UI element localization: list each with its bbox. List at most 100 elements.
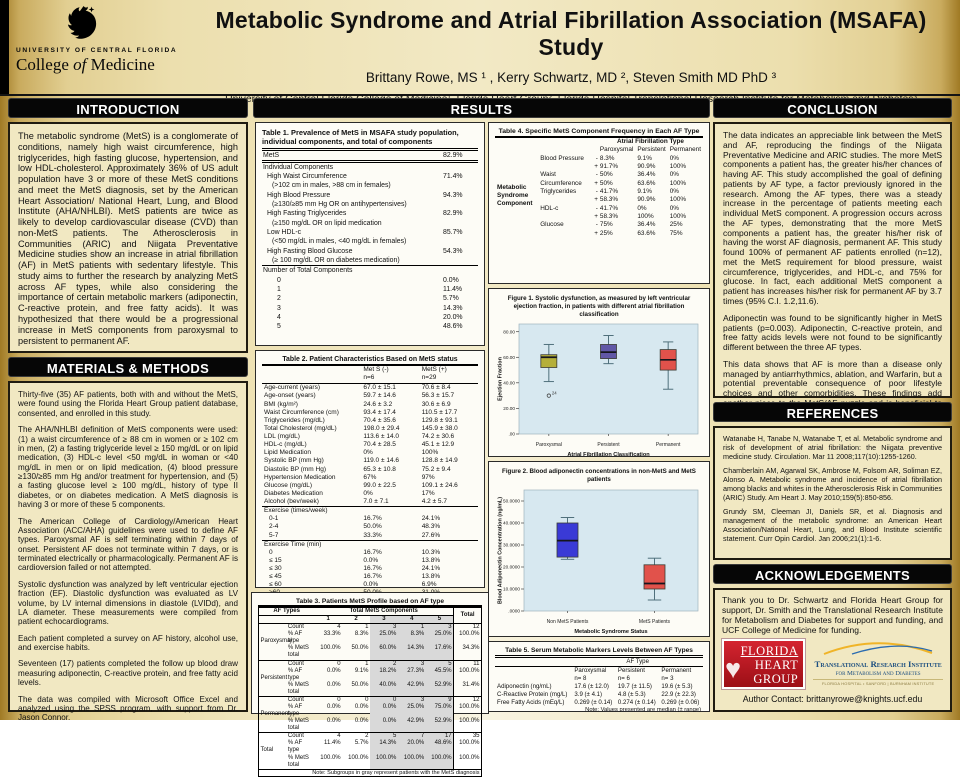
cell-value: 63.6%: [635, 230, 667, 238]
cell-value: 100%: [668, 163, 703, 171]
plus-sign: +: [590, 213, 598, 221]
row-label: Systolic BP (mm Hg): [262, 457, 361, 465]
svg-text:10.0000: 10.0000: [503, 586, 520, 591]
table4-title: Table 4. Specific MetS Component Frequen…: [495, 128, 703, 138]
table1-row: 3 14.3%: [262, 304, 478, 313]
cell-value: 2: [370, 660, 398, 668]
component-name: Triglycerides: [538, 188, 590, 205]
row-label: 0: [262, 549, 361, 557]
af-type-spanner: Atrial Fibrillation Type: [598, 138, 703, 146]
row-value: 82.9%: [443, 209, 477, 218]
cell-value: 1: [342, 624, 370, 632]
td: [495, 675, 572, 683]
column-header: Permanent: [668, 146, 703, 154]
cell-value: 0.0%: [314, 682, 342, 697]
row-label: High Fasting Triglycerides: [263, 209, 346, 218]
cell-value: 31.4%: [454, 682, 482, 697]
figure1-panel: Figure 1. Systolic dysfunction, as measu…: [488, 288, 710, 457]
svg-text:.00: .00: [508, 432, 515, 437]
component-name: HDL-c: [538, 205, 590, 222]
cell-value: 0.0%: [361, 557, 419, 565]
table1-row: (≥150 mg/dL OR on lipid medication: [262, 219, 478, 228]
cell-value: 19.6 (± 5.3): [659, 683, 703, 691]
table5-row: C-Reactive Protein (mg/L)3.9 (± 4.1)4.8 …: [495, 691, 703, 699]
cell-value: 13.8%: [420, 573, 478, 581]
column-header: Paroxysmal: [598, 146, 635, 154]
cell-value: 3: [398, 696, 426, 704]
college-word: College: [16, 55, 69, 74]
column-header: Paroxysmal: [572, 666, 616, 674]
cell-value: 100.0%: [454, 668, 482, 682]
total-header: Total: [454, 608, 482, 624]
title-block: Metabolic Syndrome and Atrial Fibrillati…: [190, 7, 952, 105]
row-label: % MetS total: [286, 682, 314, 697]
row-label: 2-4: [262, 523, 361, 531]
cell-value: 4.2 ± 5.7: [420, 498, 478, 507]
table4-spanner-row: Atrial Fibrillation Type: [495, 138, 703, 146]
row-label: 3: [263, 304, 281, 313]
row-label: (>102 cm in males, >88 cm in females): [263, 181, 391, 190]
row-label: Free Fatty Acids (mEq/L): [495, 699, 572, 707]
row-label: Low HDL-c: [263, 228, 301, 237]
cell-value: 75%: [598, 221, 635, 229]
cell-value: 63.6%: [635, 180, 667, 188]
references-panel: Watanabe H, Tanabe N, Watanabe T, et al.…: [713, 426, 952, 560]
table1-row: (≥130/≥85 mm Hg OR on antihypertensives): [262, 200, 478, 209]
cell-value: 109.1 ± 24.6: [420, 482, 478, 490]
af-type-name: Total: [259, 733, 287, 769]
row-label: Diabetes Medication: [262, 490, 361, 498]
minus-sign: -: [590, 171, 598, 179]
minus-sign: -: [590, 221, 598, 229]
component-name: Waist Circumference: [538, 171, 590, 188]
cell-value: 75%: [668, 230, 703, 238]
row-value: [443, 181, 477, 190]
cell-value: 36.4%: [635, 221, 667, 229]
paragraph: The AHA/NHLBI definition of MetS compone…: [18, 425, 238, 509]
cell-value: 74.2 ± 30.6: [420, 433, 478, 441]
row-value: 71.4%: [443, 172, 477, 181]
column-header: Persistent: [616, 666, 660, 674]
tri-line3: FLORIDA HOSPITAL • SANFORD | BURNHAM INS…: [813, 679, 943, 686]
cell-value: 113.6 ± 14.0: [361, 433, 419, 441]
cell-value: 0: [314, 696, 342, 704]
cell-value: 0%: [361, 449, 419, 457]
cell-value: 45.5%: [426, 668, 454, 682]
row-label: High Fasting Blood Glucose: [263, 247, 352, 256]
minus-sign: -: [590, 188, 598, 196]
cell-value: 0.0%: [370, 718, 398, 733]
row-value: 14.3%: [443, 304, 477, 313]
cell-value: 18.2%: [370, 668, 398, 682]
paragraph: The data was compiled with Microsoft Off…: [18, 695, 238, 723]
cell-value: 100.0%: [454, 755, 482, 770]
svg-text:50.0000: 50.0000: [503, 498, 520, 503]
heading-label: RESULTS: [451, 102, 513, 117]
table1-row: Individual Components: [262, 163, 478, 172]
section-heading-introduction: INTRODUCTION: [8, 98, 248, 118]
cell-value: 50.0%: [342, 645, 370, 660]
cell-value: 70.6 ± 8.4: [420, 384, 478, 393]
row-label: Count: [286, 733, 314, 741]
row-value: 0.0%: [443, 276, 477, 285]
row-label: BMI (kg/m²): [262, 401, 361, 409]
medicine-word: Medicine: [91, 55, 155, 74]
section-label: Exercise Time (min): [262, 540, 478, 549]
cell-value: 100%: [668, 180, 703, 188]
table5-spanner-row: AF Type: [495, 658, 703, 666]
heart-icon: ♥: [725, 656, 741, 683]
svg-text:Non MetS Patients: Non MetS Patients: [547, 619, 589, 625]
svg-text:Paroxysmal: Paroxysmal: [536, 442, 562, 448]
cell-value: 24.1%: [420, 565, 478, 573]
